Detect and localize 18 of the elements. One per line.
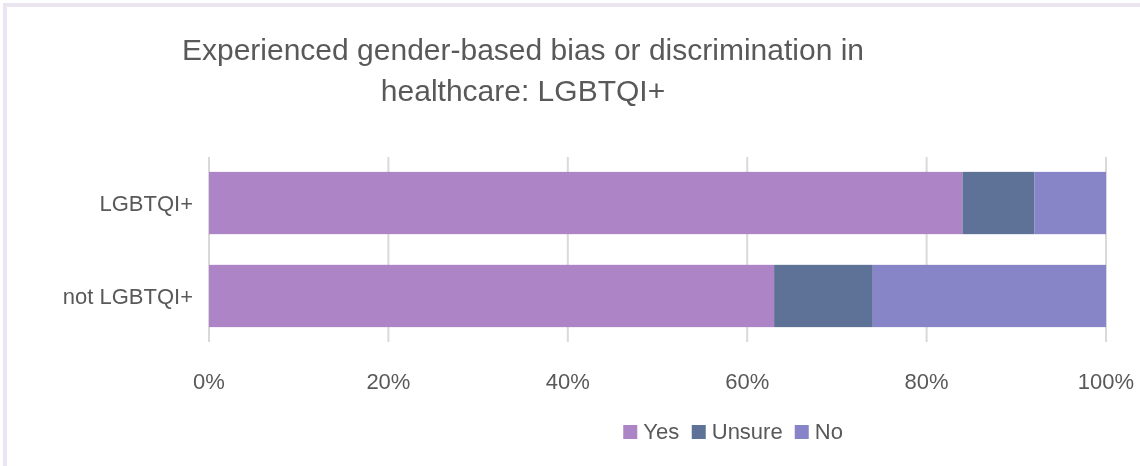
x-tick-label: 60% bbox=[725, 369, 770, 394]
x-tick-label: 0% bbox=[193, 369, 225, 394]
bar bbox=[1034, 171, 1106, 235]
legend-label: No bbox=[814, 419, 843, 444]
x-tick-label: 40% bbox=[545, 369, 590, 394]
bar bbox=[774, 264, 873, 328]
chart-title: Experienced gender-based bias or discrimination in healthcare: LGBTQI+ bbox=[181, 33, 865, 107]
y-tick-label: LGBTQI+ bbox=[99, 191, 193, 217]
bar bbox=[209, 264, 775, 328]
legend-label: Yes bbox=[643, 419, 680, 444]
bar bbox=[962, 171, 1035, 235]
bar bbox=[209, 171, 963, 235]
x-tick-label: 80% bbox=[904, 369, 949, 394]
bar bbox=[872, 264, 1106, 328]
legend-label: Unsure bbox=[711, 419, 783, 444]
y-tick-label: not LGBTQI+ bbox=[62, 283, 193, 309]
x-tick-label: 100% bbox=[1077, 369, 1135, 394]
x-tick-label: 20% bbox=[366, 369, 411, 394]
